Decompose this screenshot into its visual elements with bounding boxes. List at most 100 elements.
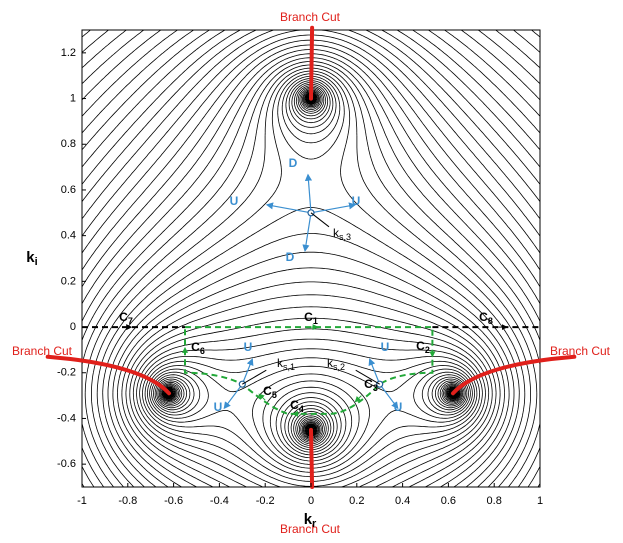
x-tick-label: 0.4	[395, 495, 410, 507]
annotation: U	[230, 194, 239, 208]
arrow	[258, 393, 266, 401]
x-tick-label: 0.6	[441, 495, 456, 507]
annotation-text: Branch Cut	[12, 344, 73, 358]
annotation-text: U	[214, 400, 223, 414]
annotation-sub: 1	[313, 316, 318, 326]
leader	[310, 212, 330, 228]
plot-frame	[81, 29, 541, 488]
x-tick-label: 1	[537, 495, 543, 507]
annotation-text: k	[277, 356, 284, 370]
annotation: U	[394, 400, 403, 414]
annotation: U	[352, 194, 361, 208]
annotation-text: C	[364, 377, 373, 391]
annotation: C3	[364, 377, 378, 393]
annotation-sub: s,2	[333, 362, 345, 372]
x-tick-label: -0.8	[118, 495, 137, 507]
annotation: D	[286, 250, 295, 264]
direction-arrow	[241, 358, 254, 385]
direction-arrow	[265, 202, 312, 214]
y-tick-label: 0.2	[61, 275, 76, 287]
y-axis-label-sub: i	[35, 256, 38, 268]
annotation: Branch Cut	[280, 522, 341, 536]
direction-arrow	[379, 383, 399, 410]
y-tick-label: 0.6	[61, 184, 76, 196]
annotation: ks,1	[277, 356, 295, 372]
annotation-text: C	[119, 310, 128, 324]
y-tick-label: 0.4	[61, 230, 76, 242]
annotation: C5	[263, 384, 277, 400]
annotation: Branch Cut	[280, 10, 341, 24]
annotation: Branch Cut	[12, 344, 73, 358]
y-tick-label: 0	[70, 321, 76, 333]
y-axis-label: ki	[26, 249, 37, 268]
annotation: U	[381, 340, 390, 354]
y-tick-label: -0.6	[57, 458, 76, 470]
annotation: D	[289, 156, 298, 170]
y-tick-label: 0.8	[61, 138, 76, 150]
leader	[355, 369, 380, 385]
annotation: ks,2	[327, 356, 345, 372]
branch-cut	[451, 354, 577, 396]
annotation-sub: 2	[425, 345, 430, 355]
y-tick-label: -0.4	[57, 412, 76, 424]
annotation: U	[244, 340, 253, 354]
leader	[242, 369, 267, 385]
annotation-sub: 5	[272, 390, 277, 400]
annotation-text: C	[290, 398, 299, 412]
annotation-sub: 7	[128, 316, 133, 326]
annotation-text: C	[304, 310, 313, 324]
annotation-sub: 8	[488, 316, 493, 326]
x-tick-label: 0.8	[487, 495, 502, 507]
annotation: C4	[290, 398, 304, 414]
direction-arrow	[223, 383, 243, 410]
annotation-text: k	[333, 226, 340, 240]
annotation-text: D	[286, 250, 295, 264]
annotation: C1	[304, 310, 318, 326]
annotation-sub: 4	[299, 404, 304, 414]
x-tick-label: 0.2	[349, 495, 364, 507]
x-tick-label: -0.2	[256, 495, 275, 507]
y-tick-label: 1.2	[61, 47, 76, 59]
annotation-text: C	[263, 384, 272, 398]
annotation: U	[214, 400, 223, 414]
annotation-sub: 6	[200, 346, 205, 356]
x-axis-label-base: k	[304, 511, 313, 528]
annotation-text: C	[191, 340, 200, 354]
x-tick-label: -1	[77, 495, 87, 507]
annotation-text: C	[479, 310, 488, 324]
x-tick-label: 0	[308, 495, 314, 507]
annotation-text: U	[244, 340, 253, 354]
x-tick-label: -0.6	[164, 495, 183, 507]
annotation-text: U	[394, 400, 403, 414]
annotation: Branch Cut	[550, 344, 611, 358]
annotation-text: U	[381, 340, 390, 354]
annotation-text: D	[289, 156, 298, 170]
annotation-text: U	[230, 194, 239, 208]
annotation-text: k	[327, 356, 334, 370]
branch-cut	[45, 354, 171, 396]
annotation: ks,3	[333, 226, 351, 242]
x-axis-label: kr	[304, 511, 317, 530]
overlay: Branch Cut Branch Cut Branch Cut Branch Cut…	[12, 10, 611, 536]
direction-arrow	[302, 212, 312, 252]
annotation-text: Branch Cut	[280, 10, 341, 24]
annotation-text: C	[416, 339, 425, 353]
direction-arrow	[368, 358, 381, 385]
annotation: C7	[119, 310, 133, 326]
annotation-text: Branch Cut	[280, 522, 341, 536]
annotation-sub: s,1	[283, 362, 295, 372]
annotation: C8	[479, 310, 493, 326]
y-axis-label-base: k	[26, 249, 35, 266]
arrow	[354, 395, 362, 403]
y-tick-label: 1	[70, 92, 76, 104]
annotation-text: Branch Cut	[550, 344, 611, 358]
x-axis-label-sub: r	[312, 518, 317, 530]
direction-arrow	[310, 202, 357, 214]
branch-cut	[309, 427, 315, 489]
branch-cut	[309, 25, 315, 101]
y-tick-label: -0.2	[57, 367, 76, 379]
annotation-sub: 3	[373, 383, 378, 393]
annotation-sub: s,3	[339, 232, 351, 242]
